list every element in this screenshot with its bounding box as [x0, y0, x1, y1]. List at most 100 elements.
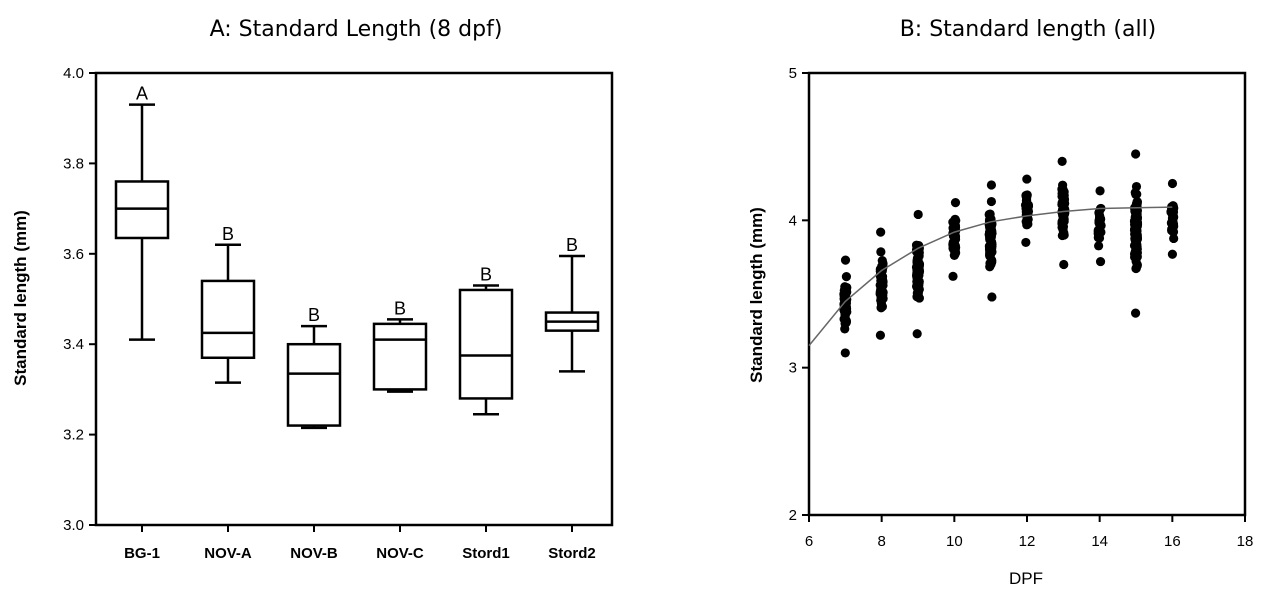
- data-point: [914, 277, 924, 287]
- significance-letter: B: [222, 224, 234, 244]
- panel-b-plot-frame: [807, 71, 1247, 517]
- significance-letter: B: [480, 264, 492, 284]
- significance-letter: B: [394, 298, 406, 318]
- x-tick-label: 6: [805, 533, 813, 550]
- data-point: [1096, 227, 1106, 237]
- points-dpf-13: [1057, 156, 1070, 270]
- data-point: [841, 271, 852, 282]
- data-point: [1022, 201, 1032, 211]
- data-point: [1022, 213, 1032, 223]
- data-point: [1131, 149, 1141, 159]
- panel-a-plot-frame: [94, 71, 614, 527]
- data-point: [1095, 256, 1106, 267]
- x-tick-label: 14: [1091, 533, 1108, 550]
- y-tick-label: 3.2: [63, 427, 84, 444]
- data-point: [1168, 219, 1179, 229]
- data-point: [1022, 174, 1032, 184]
- y-tick-label: 3.6: [63, 246, 84, 263]
- data-point: [986, 180, 997, 190]
- data-point: [950, 233, 960, 243]
- data-point: [1057, 198, 1067, 208]
- data-point: [1059, 259, 1069, 270]
- panel-b-ticks: 6 8 10 12 14 16 18 2 3 4 5: [789, 65, 1254, 550]
- panel-a-y-axis-label: Standard length (mm): [11, 210, 30, 386]
- y-tick-label: 4.0: [63, 65, 84, 82]
- y-tick-label: 5: [789, 65, 797, 82]
- data-point: [914, 247, 924, 258]
- x-tick-label: 8: [877, 533, 885, 550]
- points-dpf-12: [1020, 174, 1034, 248]
- category-label: Stord1: [462, 545, 510, 562]
- data-point: [876, 227, 886, 237]
- data-point: [1058, 223, 1068, 234]
- panel-a-title: A: Standard Length (8 dpf): [210, 17, 503, 42]
- data-point: [914, 293, 924, 303]
- data-point: [1021, 191, 1031, 201]
- data-point: [1094, 218, 1105, 228]
- data-point: [1057, 156, 1067, 166]
- points-dpf-9: [911, 209, 925, 339]
- points-dpf-15: [1129, 149, 1143, 318]
- data-point: [1131, 208, 1141, 218]
- box-nov-b: B: [286, 305, 342, 430]
- data-point: [951, 216, 961, 226]
- data-point: [987, 292, 997, 302]
- x-tick-label: 18: [1237, 533, 1254, 550]
- data-point: [1167, 249, 1178, 259]
- significance-letter: A: [136, 84, 148, 104]
- panel-b-x-axis-label: DPF: [1009, 569, 1043, 588]
- data-point: [1132, 230, 1142, 240]
- category-label: NOV-B: [290, 545, 338, 562]
- box-stord2: B: [544, 235, 600, 373]
- data-point: [986, 243, 996, 253]
- data-point: [841, 318, 851, 328]
- y-tick-label: 4: [789, 212, 797, 229]
- box-nov-a: B: [200, 224, 256, 384]
- y-tick-label: 3: [789, 360, 797, 377]
- panel-a-boxes: A B B B B B: [114, 84, 600, 430]
- box-stord1: B: [458, 264, 514, 416]
- data-point: [1132, 248, 1142, 258]
- data-point: [1021, 237, 1031, 248]
- panel-a-y-ticks: 3.0 3.2 3.4 3.6 3.8 4.0: [63, 65, 96, 534]
- iqr-box: [200, 279, 256, 360]
- iqr-box: [372, 322, 428, 391]
- data-point: [1130, 188, 1140, 198]
- y-tick-label: 3.8: [63, 155, 84, 172]
- data-point: [913, 259, 924, 269]
- panel-b-points: [839, 149, 1179, 358]
- category-label: NOV-C: [376, 545, 424, 562]
- data-point: [1130, 308, 1141, 318]
- data-point: [840, 348, 850, 358]
- data-point: [1169, 233, 1179, 244]
- y-tick-label: 2: [789, 507, 797, 524]
- panel-a-category-labels: BG-1 NOV-A NOV-B NOV-C Stord1 Stord2: [124, 525, 596, 562]
- iqr-box: [286, 342, 342, 427]
- points-dpf-14: [1093, 186, 1106, 267]
- data-point: [1129, 216, 1140, 226]
- data-point: [1059, 187, 1069, 197]
- data-point: [876, 295, 886, 305]
- data-point: [1095, 186, 1105, 196]
- panel-b: B: Standard length (all) Standard length…: [747, 17, 1253, 588]
- panel-a: A: Standard Length (8 dpf) Standard leng…: [11, 17, 614, 562]
- data-point: [950, 249, 960, 259]
- significance-letter: B: [566, 235, 578, 255]
- x-tick-label: 10: [946, 533, 963, 550]
- iqr-box: [458, 288, 514, 400]
- data-point: [913, 209, 923, 220]
- category-label: NOV-A: [204, 545, 252, 562]
- points-dpf-8: [875, 227, 888, 340]
- category-label: BG-1: [124, 545, 160, 562]
- data-point: [840, 255, 851, 265]
- points-dpf-10: [948, 198, 961, 281]
- significance-letter: B: [308, 305, 320, 325]
- panel-b-title: B: Standard length (all): [900, 17, 1157, 42]
- data-point: [985, 233, 995, 243]
- box-bg-1: A: [114, 84, 170, 341]
- x-tick-label: 12: [1019, 533, 1036, 550]
- data-point: [875, 280, 885, 290]
- data-point: [948, 271, 958, 281]
- points-dpf-11: [984, 180, 997, 302]
